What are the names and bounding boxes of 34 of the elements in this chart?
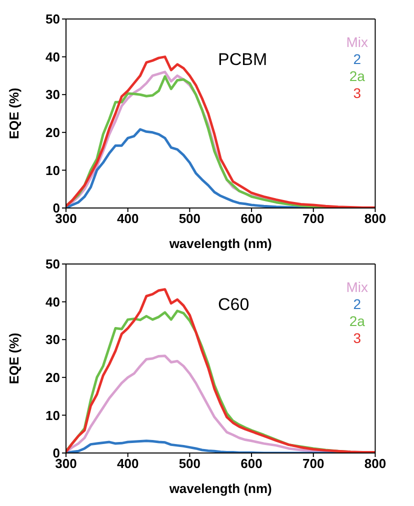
y-tick-label: 50 bbox=[46, 12, 60, 27]
y-axis-title: EQE (%) bbox=[6, 332, 22, 384]
x-tick-label: 800 bbox=[364, 211, 386, 226]
y-tick-label: 50 bbox=[46, 256, 60, 272]
x-tick-label: 700 bbox=[302, 211, 324, 226]
x-tick-label: 600 bbox=[240, 211, 262, 226]
y-tick-label: 20 bbox=[46, 370, 60, 386]
text: 3 bbox=[352, 330, 362, 347]
y-tick-label: 30 bbox=[46, 332, 60, 348]
x-tick-label: 600 bbox=[240, 456, 262, 472]
text: 2 bbox=[352, 296, 362, 313]
y-tick-label: 20 bbox=[46, 125, 60, 140]
text: 2a bbox=[348, 313, 366, 330]
text: PCBM bbox=[218, 50, 268, 70]
text: Mix bbox=[346, 279, 368, 296]
y-axis-title: EQE (%) bbox=[6, 88, 22, 140]
y-tick-label: 10 bbox=[46, 162, 60, 178]
x-tick-label: 800 bbox=[364, 456, 386, 472]
x-tick-label: 400 bbox=[116, 211, 139, 226]
x-axis-title: wavelength (nm) bbox=[168, 236, 272, 251]
y-tick-label: 40 bbox=[46, 294, 60, 310]
x-tick-label: 400 bbox=[116, 456, 139, 472]
text: 2a bbox=[348, 68, 366, 85]
x-tick-label: 500 bbox=[178, 211, 201, 226]
y-tick-label: 10 bbox=[46, 408, 60, 423]
text: C60 bbox=[218, 295, 250, 315]
text: 3 bbox=[352, 85, 362, 102]
x-axis-title: wavelength (nm) bbox=[168, 481, 272, 496]
text: 2 bbox=[352, 51, 362, 68]
y-tick-label: 30 bbox=[46, 87, 60, 102]
x-tick-label: 500 bbox=[178, 456, 201, 472]
x-tick-label: 700 bbox=[302, 456, 324, 472]
y-tick-label: 40 bbox=[46, 49, 60, 64]
text: Mix bbox=[346, 34, 368, 51]
